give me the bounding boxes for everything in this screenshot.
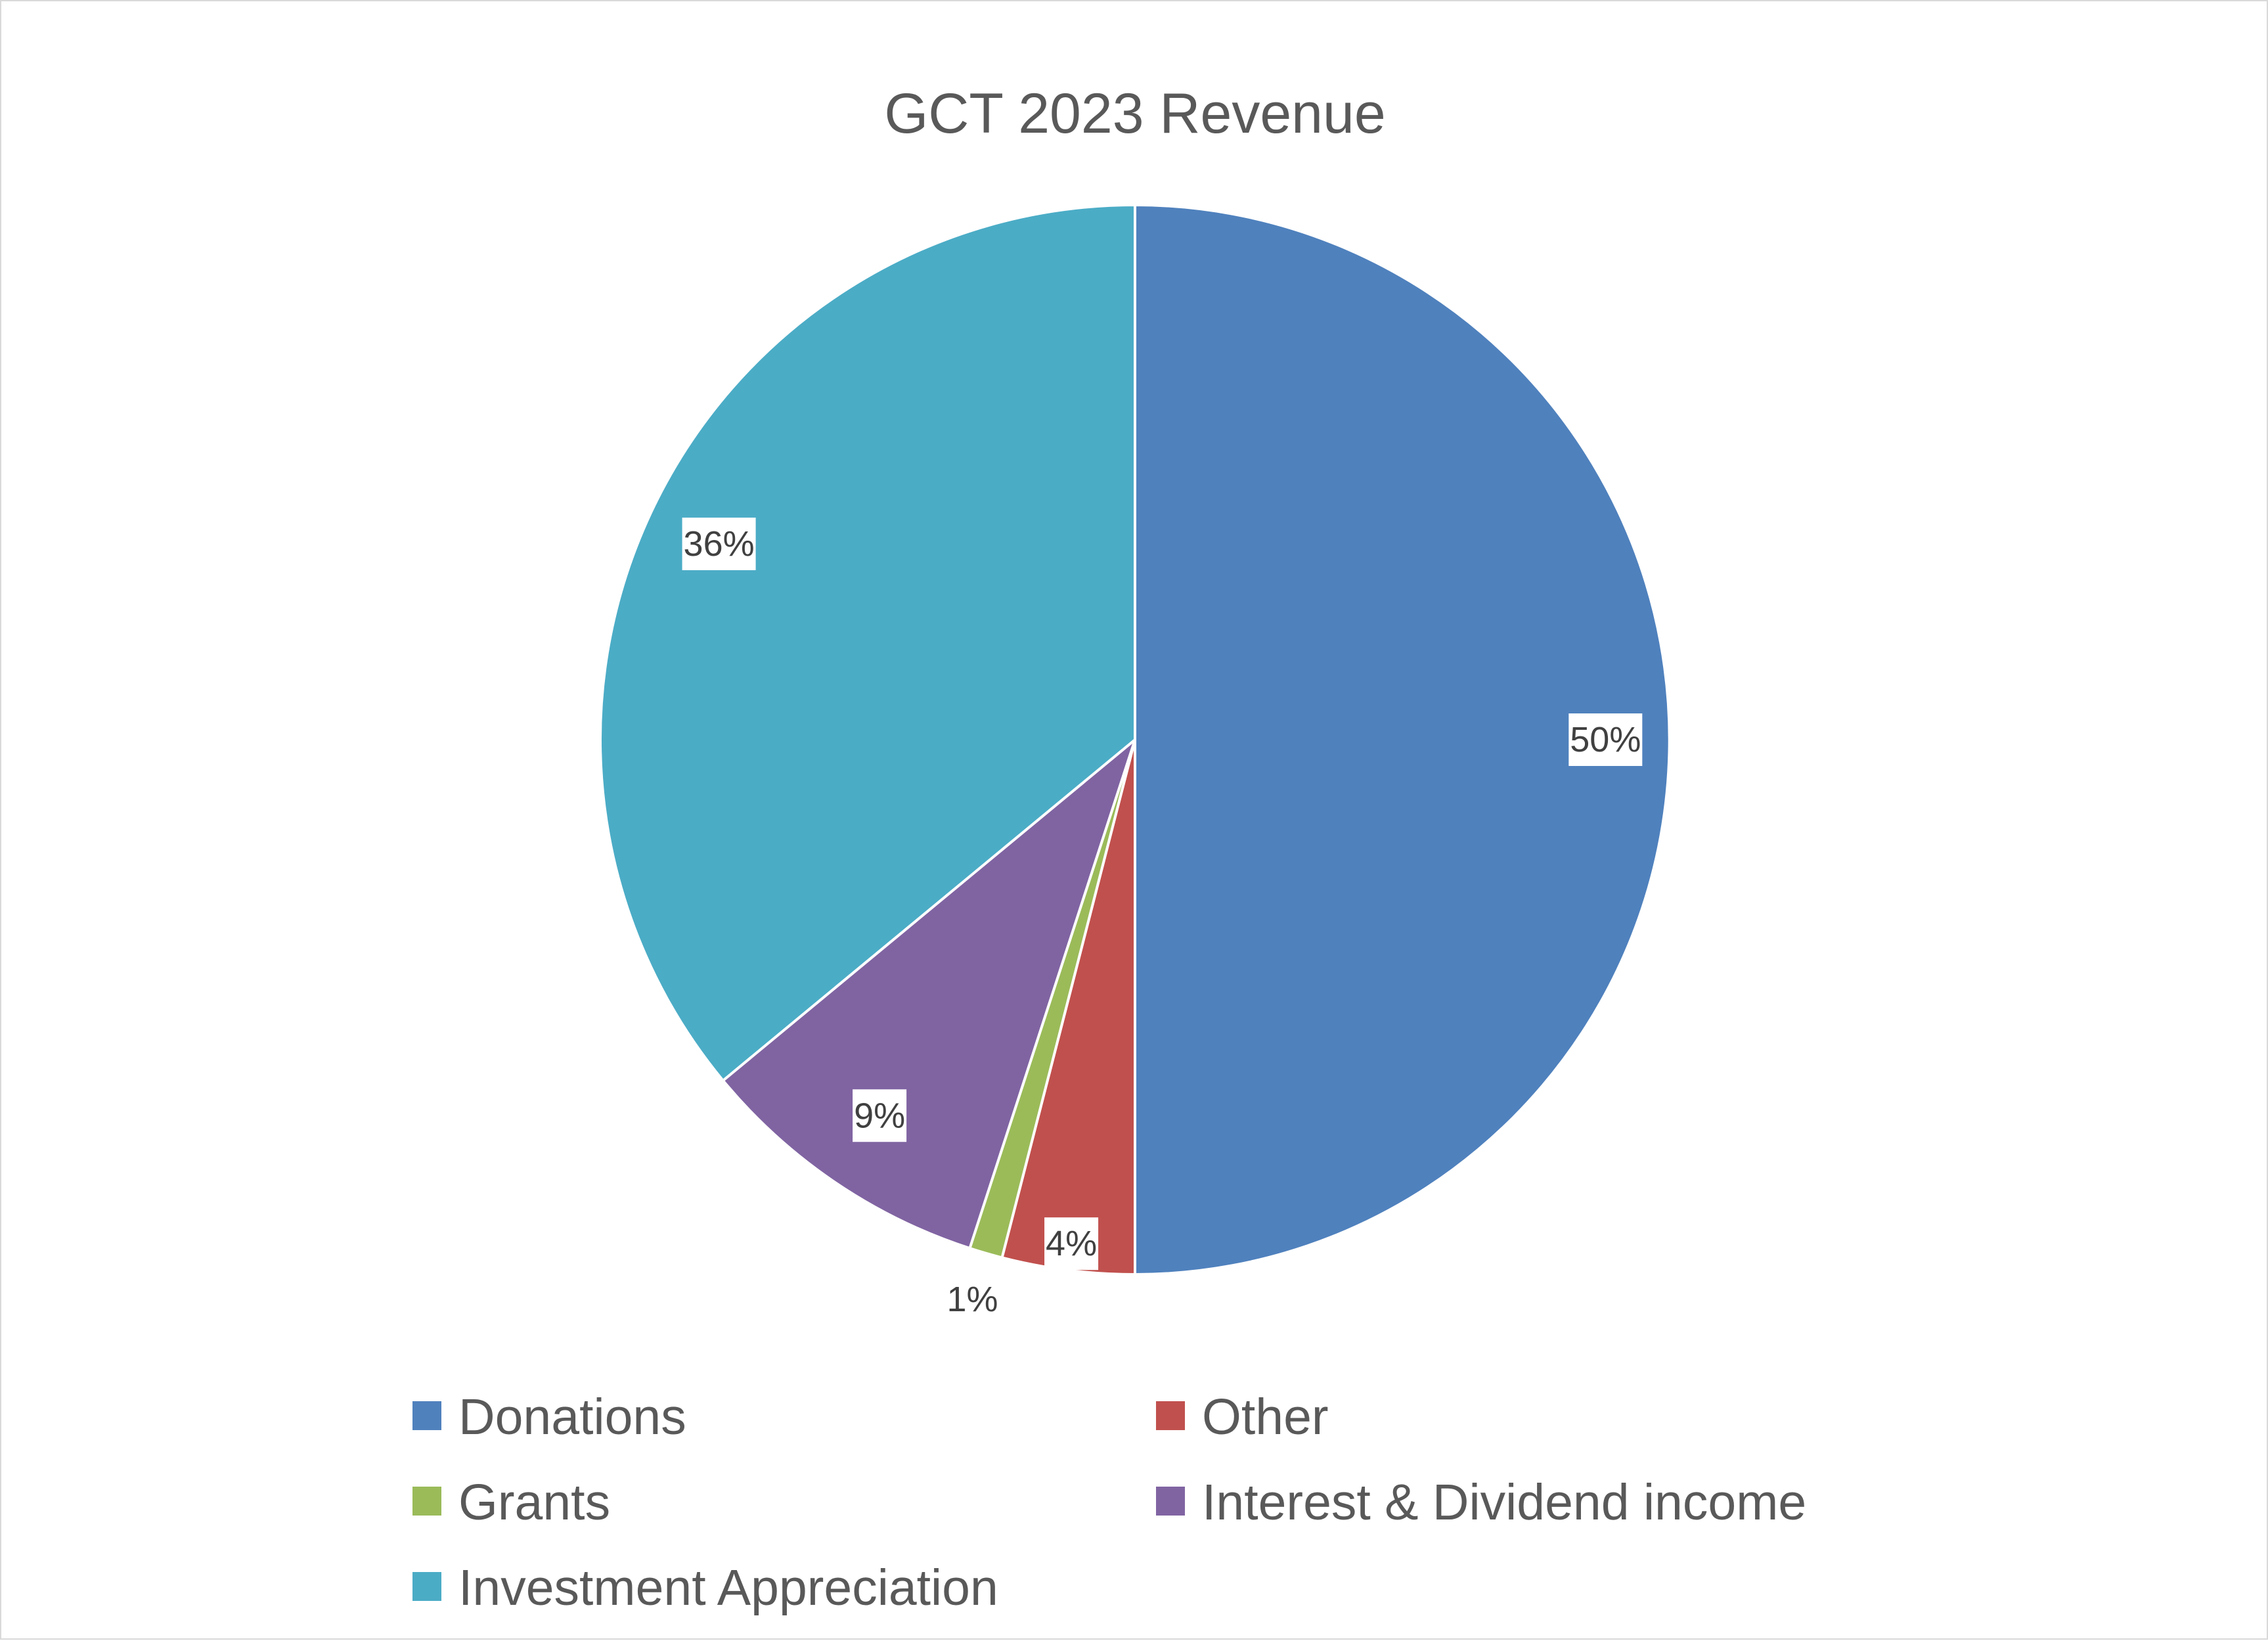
data-label-background xyxy=(1568,713,1643,766)
legend-item-interest-and-dividend-income: Interest & Dividend income xyxy=(1156,1474,1806,1531)
data-label-text: 4% xyxy=(1046,1224,1097,1263)
legend-swatch xyxy=(1156,1401,1185,1430)
data-label-text: 50% xyxy=(1570,720,1641,759)
pie-slices xyxy=(599,204,1671,1276)
legend-item-grants: Grants xyxy=(412,1474,610,1531)
pie-slice-investment-appreciation xyxy=(599,204,1136,1082)
data-labels: 50% 4% 1% 9% 36% xyxy=(682,517,1643,1319)
data-label-investment-appreciation: 36% xyxy=(682,517,756,570)
legend-swatch xyxy=(412,1401,441,1430)
data-label-background xyxy=(853,1089,907,1142)
legend-label: Investment Appreciation xyxy=(458,1560,998,1616)
data-label-background xyxy=(682,517,756,570)
data-label-grants: 1% xyxy=(946,1280,998,1319)
pie-slice-interest-and-dividend-income xyxy=(721,738,1136,1250)
data-label-interest-and-dividend-income: 9% xyxy=(853,1089,907,1142)
data-label-other: 4% xyxy=(1044,1217,1099,1270)
legend-item-donations: Donations xyxy=(412,1389,686,1445)
legend: Donations Other Grants Interest & Dividend … xyxy=(412,1389,1806,1616)
legend-swatch xyxy=(412,1487,441,1516)
data-label-text: 9% xyxy=(854,1096,905,1135)
legend-item-investment-appreciation: Investment Appreciation xyxy=(412,1560,998,1616)
data-label-text: 36% xyxy=(684,524,755,564)
legend-label: Interest & Dividend income xyxy=(1202,1474,1806,1531)
legend-swatch xyxy=(412,1572,441,1601)
legend-label: Grants xyxy=(458,1474,610,1531)
data-label-background xyxy=(1044,1217,1099,1270)
legend-swatch xyxy=(1156,1487,1185,1516)
legend-label: Donations xyxy=(458,1389,686,1445)
pie-slice-donations xyxy=(1134,204,1671,1276)
legend-label: Other xyxy=(1202,1389,1329,1445)
legend-item-other: Other xyxy=(1156,1389,1329,1445)
data-label-text: 1% xyxy=(946,1280,998,1319)
data-label-donations: 50% xyxy=(1568,713,1643,766)
chart-title: GCT 2023 Revenue xyxy=(884,82,1385,145)
